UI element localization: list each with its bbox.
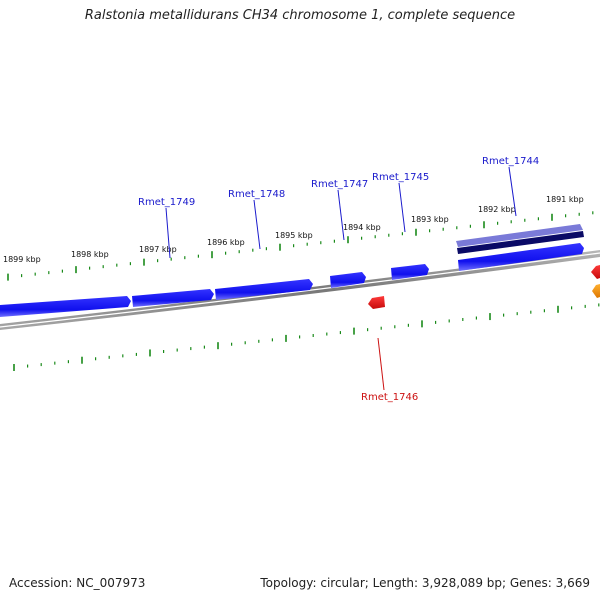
kbp-label-1895: 1895 kbp: [275, 231, 313, 240]
label-line-rmet-1747: [337, 189, 345, 241]
kbp-label-1897: 1897 kbp: [139, 245, 177, 254]
gene-label-rmet-1745[interactable]: Rmet_1745: [372, 172, 429, 183]
label-line-rmet-1749: [165, 207, 171, 259]
genome-summary: Topology: circular; Length: 3,928,089 bp…: [260, 576, 590, 590]
inner-tick-ring: [13, 303, 600, 372]
gene-arrow-forward[interactable]: [0, 296, 131, 317]
gene-arrow-forward[interactable]: [391, 264, 429, 280]
gene-highlight-bottom[interactable]: [457, 231, 584, 254]
kbp-label-1899: 1899 kbp: [3, 255, 41, 264]
gene-arrow-forward[interactable]: [330, 272, 366, 288]
gene-arrow-forward[interactable]: [458, 243, 584, 271]
accession-label: Accession:: [9, 576, 73, 590]
kbp-label-1896: 1896 kbp: [207, 238, 245, 247]
gene-highlight-top[interactable]: [456, 224, 583, 247]
gene-label-rmet-1749[interactable]: Rmet_1749: [138, 197, 195, 208]
kbp-label-1891: 1891 kbp: [546, 195, 584, 204]
kbp-label-1894: 1894 kbp: [343, 223, 381, 232]
gene-arrow-reverse[interactable]: [368, 296, 385, 309]
backbone-gap: [0, 252, 600, 328]
label-line-rmet-1745: [398, 182, 406, 233]
label-line-rmet-1746: [377, 337, 385, 391]
gene-arrow-reverse[interactable]: [591, 265, 600, 279]
accession-value: NC_007973: [76, 576, 146, 590]
gene-label-rmet-1747[interactable]: Rmet_1747: [311, 179, 368, 190]
gene-arrow-forward[interactable]: [215, 279, 313, 300]
label-line-rmet-1744: [508, 166, 517, 217]
gene-label-rmet-1744[interactable]: Rmet_1744: [482, 156, 539, 167]
gene-label-rmet-1748[interactable]: Rmet_1748: [228, 189, 285, 200]
gene-arrow-forward[interactable]: [132, 289, 214, 307]
page-title: Ralstonia metallidurans CH34 chromosome …: [84, 8, 516, 23]
gene-label-rmet-1746[interactable]: Rmet_1746: [361, 392, 418, 403]
kbp-label-1893: 1893 kbp: [411, 215, 449, 224]
kbp-label-1898: 1898 kbp: [71, 250, 109, 259]
outer-tick-ring: [7, 211, 594, 281]
label-line-rmet-1748: [253, 199, 261, 250]
accession-footer: Accession: NC_007973: [9, 576, 145, 590]
kbp-label-1892: 1892 kbp: [478, 205, 516, 214]
gene-arrow-reverse[interactable]: [592, 284, 600, 298]
